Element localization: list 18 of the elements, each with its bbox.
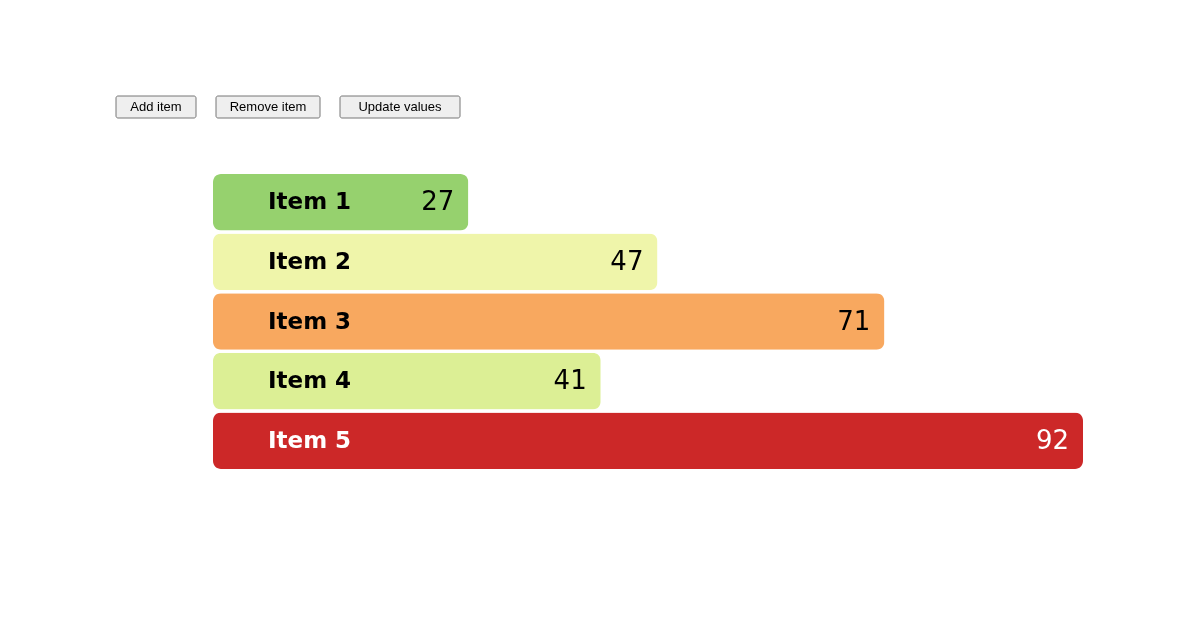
data-label: 41 <box>553 365 587 396</box>
y-tick-label: Item 3 <box>268 307 352 334</box>
y-tick-label: Item 1 <box>268 188 352 215</box>
bar <box>213 412 1083 469</box>
text: Remove item <box>229 99 307 114</box>
y-tick-label: Item 4 <box>268 367 352 394</box>
bar <box>213 174 469 231</box>
data-label: 47 <box>610 245 644 276</box>
data-label: 92 <box>1035 424 1069 455</box>
data-label: 71 <box>837 305 871 336</box>
bar <box>213 352 601 410</box>
data-label: 27 <box>421 186 455 217</box>
y-tick-label: Item 5 <box>268 426 352 453</box>
text: Update values <box>358 99 443 114</box>
text: Add item <box>130 99 182 114</box>
bar <box>213 233 658 291</box>
bar <box>213 293 885 350</box>
y-tick-label: Item 2 <box>268 247 352 274</box>
